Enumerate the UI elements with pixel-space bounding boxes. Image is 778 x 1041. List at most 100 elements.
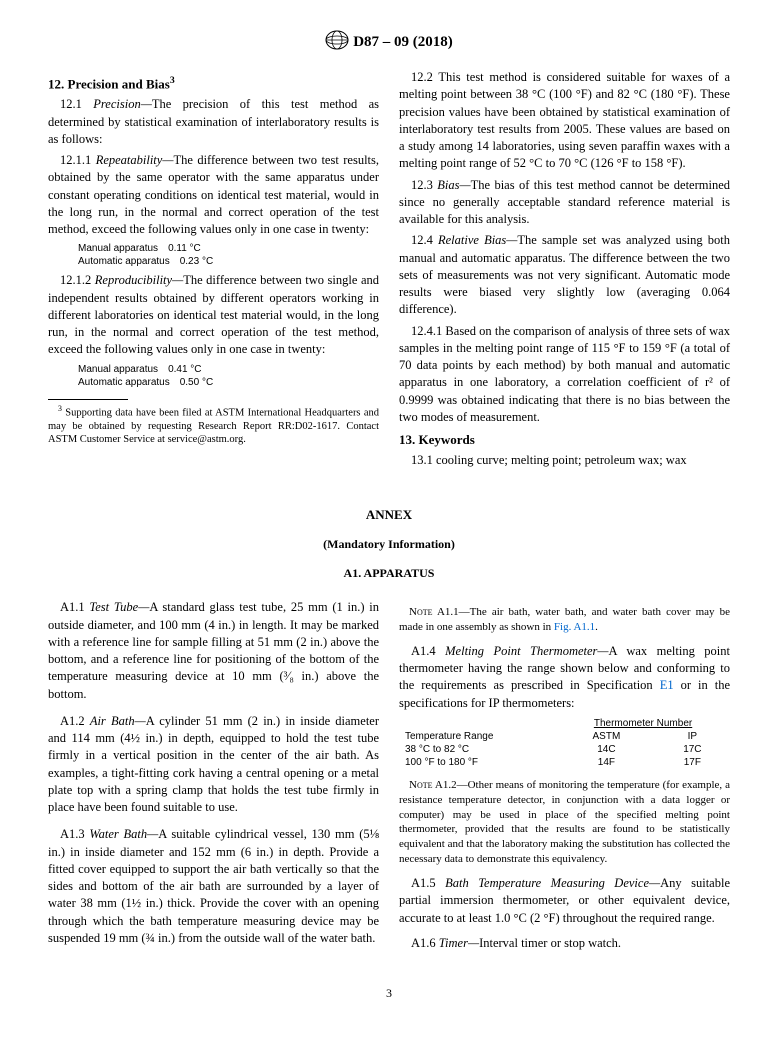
para-a1-1: A1.1 Test Tube—A standard glass test tub…: [48, 599, 379, 703]
section-13-title: 13. Keywords: [399, 432, 730, 448]
para-a1-3-term: Water Bath—: [89, 827, 158, 841]
para-a1-6-term: Timer—: [439, 936, 479, 950]
para-12-1-2-lead: 12.1.2: [60, 273, 95, 287]
reproducibility-table: Manual apparatus 0.41 °C Automatic appar…: [78, 363, 379, 389]
page-number: 3: [48, 986, 730, 1001]
cell: 0.50 °C: [180, 376, 213, 389]
note-a1-1-lead: Note: [409, 606, 433, 618]
para-a1-1-term: Test Tube—: [89, 600, 149, 614]
note-a1-1-num: A1.1—: [433, 606, 470, 618]
para-a1-1-body: A standard glass test tube, 25 mm (1 in.…: [48, 600, 379, 700]
footnote-3: 3 Supporting data have been filed at AST…: [48, 404, 379, 447]
para-12-3-lead: 12.3: [411, 178, 437, 192]
table-row: Manual apparatus 0.41 °C: [78, 363, 379, 376]
para-a1-3-lead: A1.3: [60, 827, 89, 841]
annex-left-column: A1.1 Test Tube—A standard glass test tub…: [48, 599, 379, 956]
note-a1-2-lead: Note: [409, 779, 433, 791]
table-row: Automatic apparatus 0.50 °C: [78, 376, 379, 389]
thermometer-table: Thermometer Number Temperature Range AST…: [399, 716, 730, 770]
para-12-2: 12.2 This test method is considered suit…: [399, 69, 730, 173]
para-12-3: 12.3 Bias—The bias of this test method c…: [399, 177, 730, 229]
designation-text: D87 – 09 (2018): [353, 34, 453, 51]
para-a1-6-body: Interval timer or stop watch.: [479, 936, 621, 950]
cell: IP: [657, 731, 728, 742]
cell: 0.23 °C: [180, 255, 213, 268]
repeatability-table: Manual apparatus 0.11 °C Automatic appar…: [78, 242, 379, 268]
para-12-1-term: Precision—: [93, 97, 152, 111]
cell: 100 °F to 180 °F: [401, 757, 556, 768]
para-12-4: 12.4 Relative Bias—The sample set was an…: [399, 232, 730, 318]
para-a1-5: A1.5 Bath Temperature Measuring Device—A…: [399, 875, 730, 927]
para-a1-6-lead: A1.6: [411, 936, 439, 950]
note-a1-2-body: Other means of monitoring the temperatur…: [399, 779, 730, 865]
para-a1-2-term: Air Bath—: [90, 714, 146, 728]
table-row: 100 °F to 180 °F 14F 17F: [401, 757, 728, 768]
para-12-1-2: 12.1.2 Reproducibility—The difference be…: [48, 272, 379, 358]
para-a1-2-body: A cylinder 51 mm (2 in.) in inside diame…: [48, 714, 379, 814]
cell: 17C: [657, 744, 728, 755]
document-page: D87 – 09 (2018) 12. Precision and Bias3 …: [0, 0, 778, 1041]
para-12-4-lead: 12.4: [411, 233, 438, 247]
cell: 0.11 °C: [168, 242, 201, 255]
para-a1-5-term: Bath Temperature Measuring Device—: [445, 876, 660, 890]
para-12-1: 12.1 Precision—The precision of this tes…: [48, 96, 379, 148]
page-header: D87 – 09 (2018): [48, 30, 730, 55]
note-a1-2-num: A1.2—: [433, 779, 468, 791]
para-12-3-term: Bias—: [437, 178, 470, 192]
section-12-sup: 3: [170, 75, 175, 86]
annex-section: A1. APPARATUS: [48, 566, 730, 581]
para-12-4-1: 12.4.1 Based on the comparison of analys…: [399, 323, 730, 427]
cell: Automatic apparatus: [78, 376, 170, 389]
annex-title: ANNEX: [48, 507, 730, 523]
left-column: 12. Precision and Bias3 12.1 Precision—T…: [48, 69, 379, 473]
annex-right-column: Note A1.1—The air bath, water bath, and …: [399, 599, 730, 956]
section-12-title: 12. Precision and Bias3: [48, 75, 379, 92]
footnote-body: Supporting data have been filed at ASTM …: [48, 407, 379, 445]
cell: 17F: [657, 757, 728, 768]
para-a1-5-lead: A1.5: [411, 876, 445, 890]
cell: 14C: [558, 744, 655, 755]
annex-two-column: A1.1 Test Tube—A standard glass test tub…: [48, 599, 730, 956]
para-12-1-1-term: Repeatability—: [96, 153, 174, 167]
cell: 0.41 °C: [168, 363, 201, 376]
fig-a1-1-link[interactable]: Fig. A1.1: [554, 621, 595, 633]
cell: 14F: [558, 757, 655, 768]
upper-two-column: 12. Precision and Bias3 12.1 Precision—T…: [48, 69, 730, 473]
note-a1-1-tail: .: [595, 621, 598, 633]
cell: Manual apparatus: [78, 242, 158, 255]
annex-header: ANNEX (Mandatory Information) A1. APPARA…: [48, 507, 730, 581]
para-12-1-1: 12.1.1 Repeatability—The difference betw…: [48, 152, 379, 238]
para-a1-1-lead: A1.1: [60, 600, 89, 614]
para-12-1-1-lead: 12.1.1: [60, 153, 96, 167]
para-12-4-term: Relative Bias—: [438, 233, 517, 247]
annex-subtitle: (Mandatory Information): [48, 537, 730, 552]
note-a1-1: Note A1.1—The air bath, water bath, and …: [399, 605, 730, 635]
section-12-title-text: 12. Precision and Bias: [48, 76, 170, 91]
note-a1-2: Note A1.2—Other means of monitoring the …: [399, 778, 730, 867]
cell: 38 °C to 82 °C: [401, 744, 556, 755]
table-row: 38 °C to 82 °C 14C 17C: [401, 744, 728, 755]
table-row: Automatic apparatus 0.23 °C: [78, 255, 379, 268]
para-a1-2-lead: A1.2: [60, 714, 90, 728]
footnote-rule: [48, 399, 128, 400]
para-12-1-2-term: Reproducibility—: [95, 273, 183, 287]
para-a1-4-lead: A1.4: [411, 644, 445, 658]
para-a1-3-body: A suitable cylindrical vessel, 130 mm (5…: [48, 827, 379, 945]
table-row: Manual apparatus 0.11 °C: [78, 242, 379, 255]
para-a1-4-term: Melting Point Thermometer—: [445, 644, 608, 658]
para-a1-6: A1.6 Timer—Interval timer or stop watch.: [399, 935, 730, 952]
table-row: Thermometer Number: [401, 718, 728, 729]
cell: ASTM: [558, 731, 655, 742]
spec-e1-link[interactable]: E1: [660, 678, 674, 692]
para-a1-3: A1.3 Water Bath—A suitable cylindrical v…: [48, 826, 379, 947]
therm-header: Thermometer Number: [558, 718, 728, 729]
table-row: Temperature Range ASTM IP: [401, 731, 728, 742]
para-12-1-lead: 12.1: [60, 97, 93, 111]
para-a1-4: A1.4 Melting Point Thermometer—A wax mel…: [399, 643, 730, 712]
cell: Manual apparatus: [78, 363, 158, 376]
cell: Temperature Range: [401, 731, 556, 742]
right-column: 12.2 This test method is considered suit…: [399, 69, 730, 473]
cell: Automatic apparatus: [78, 255, 170, 268]
para-13-1: 13.1 cooling curve; melting point; petro…: [399, 452, 730, 469]
para-a1-2: A1.2 Air Bath—A cylinder 51 mm (2 in.) i…: [48, 713, 379, 817]
